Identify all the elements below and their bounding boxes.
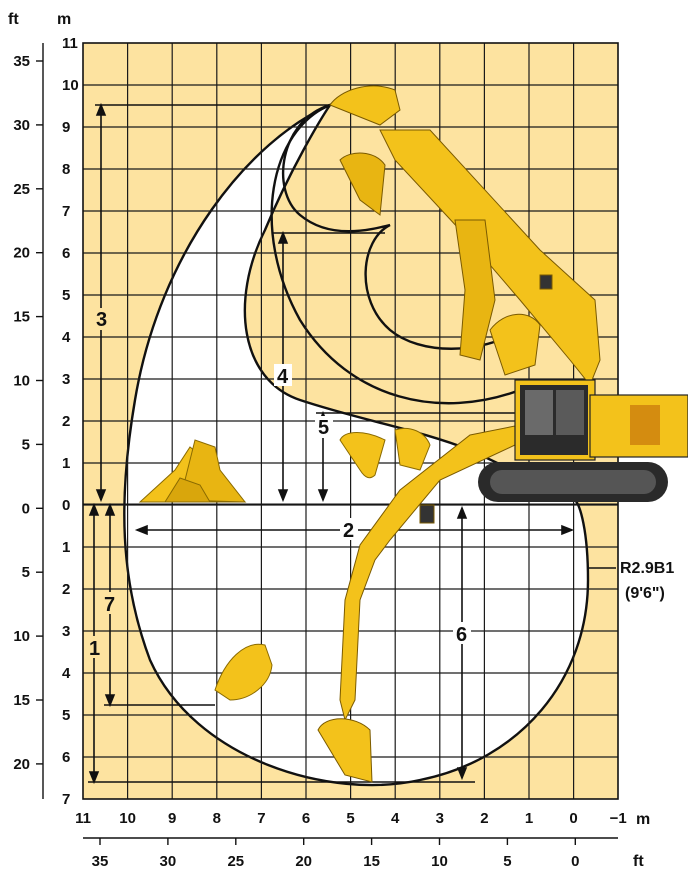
m-tick-label-left: 4 [62,665,71,682]
boom-config-code: R2.9B1 [620,560,674,577]
excavator-body [478,379,688,502]
m-tick-label-left: 2 [62,413,70,430]
ft-tick-label-bottom: 20 [295,853,312,870]
excavator-arm-upper [329,85,601,386]
m-tick-label-bottom: 9 [168,810,176,827]
bucket-ground-left [138,439,247,503]
ft-tick-label-left: 35 [13,53,30,70]
m-unit-left: m [57,11,71,28]
ft-tick-label-left: 20 [13,245,30,262]
ft-tick-label-left: 10 [13,373,30,390]
m-tick-label-left: 11 [62,35,78,52]
m-tick-label-bottom: 0 [569,810,577,827]
m-tick-label-bottom: −1 [610,810,627,827]
ft-tick-label-left: 15 [13,692,30,709]
m-tick-label-left: 0 [62,497,70,514]
dim-label-2: 2 [343,520,354,542]
ft-tick-label-bottom: 15 [363,853,380,870]
ft-tick-label-bottom: 30 [160,853,177,870]
dim-label-4: 4 [277,366,289,388]
bucket-low-left [214,643,273,701]
ft-tick-label-bottom: 0 [571,853,579,870]
dim-label-3: 3 [96,309,107,331]
ft-tick-label-left: 30 [13,117,30,134]
m-tick-label-bottom: 7 [257,810,265,827]
ft-tick-label-bottom: 25 [227,853,244,870]
m-tick-label-left: 3 [62,623,70,640]
excavator-arm-lower [317,424,521,783]
m-tick-label-left: 4 [62,329,71,346]
m-tick-label-bottom: 3 [436,810,444,827]
ft-ticks-bottom: 35 30 25 20 15 10 5 0 [92,838,579,870]
ft-ticks-left: 35 30 25 20 15 10 5 0 5 10 15 20 [13,53,43,773]
m-tick-label-left: 1 [62,539,70,556]
m-tick-label-left: 6 [62,245,70,262]
m-tick-label-left: 7 [62,791,70,808]
dimension-number-labels: 3 1 7 2 4 5 6 [86,308,471,660]
m-tick-label-bottom: 4 [391,810,400,827]
ft-tick-label-left: 10 [13,628,30,645]
dim-label-1: 1 [89,638,100,660]
m-tick-label-bottom: 2 [480,810,488,827]
ft-tick-label-bottom: 5 [503,853,511,870]
bucket-mid-center [339,427,431,479]
m-unit-bottom: m [636,811,650,828]
m-tick-label-left: 6 [62,749,70,766]
ft-unit-left: ft [8,11,19,28]
ft-tick-label-left: 5 [22,564,30,581]
m-tick-label-left: 1 [62,455,70,472]
boom-config-length: (9'6") [625,585,665,602]
m-tick-label-left: 5 [62,707,70,724]
m-tick-label-bottom: 10 [119,810,136,827]
m-tick-label-bottom: 1 [525,810,533,827]
m-tick-label-left: 3 [62,371,70,388]
m-tick-label-bottom: 5 [346,810,354,827]
m-tick-label-left: 8 [62,161,70,178]
dim-label-7: 7 [104,594,115,616]
m-tick-label-left: 5 [62,287,70,304]
ft-tick-label-bottom: 10 [431,853,448,870]
m-tick-label-left: 9 [62,119,70,136]
m-tick-label-left: 10 [62,77,79,94]
ft-tick-label-left: 20 [13,756,30,773]
ft-unit-bottom: ft [633,853,644,870]
ft-tick-label-left: 5 [22,436,30,453]
m-tick-label-bottom: 8 [213,810,221,827]
dim-label-5: 5 [318,417,329,439]
ft-tick-label-left: 15 [13,309,30,326]
ft-tick-label-left: 0 [22,500,30,517]
m-tick-label-left: 2 [62,581,70,598]
ft-tick-label-left: 25 [13,181,30,198]
ft-tick-label-bottom: 35 [92,853,109,870]
m-ticks-bottom: 11 10 9 8 7 6 5 4 3 2 1 0 −1 [75,810,627,827]
m-tick-label-left: 7 [62,203,70,220]
m-tick-label-bottom: 11 [75,810,91,827]
m-tick-label-bottom: 6 [302,810,310,827]
dim-label-6: 6 [456,624,467,646]
inner-curve-b [281,103,521,350]
